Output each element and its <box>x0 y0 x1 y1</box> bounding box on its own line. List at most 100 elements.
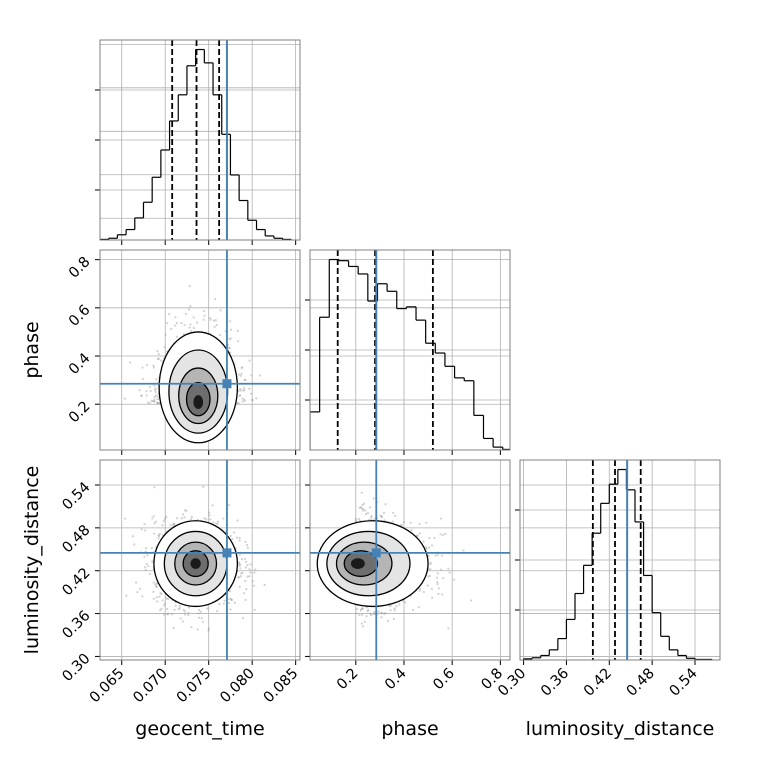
sample-point <box>161 599 164 602</box>
sample-point <box>251 580 254 583</box>
sample-point <box>145 363 149 367</box>
sample-point <box>170 613 174 616</box>
x-tick-label: 0.4 <box>382 666 410 694</box>
sample-point <box>214 297 217 301</box>
panel-border <box>309 459 511 661</box>
sample-point <box>179 617 182 620</box>
sample-point <box>144 566 147 569</box>
sample-point <box>255 397 258 400</box>
sample-point <box>157 534 160 537</box>
sample-point <box>248 575 251 578</box>
y-tick-label: 0.4 <box>66 350 94 378</box>
sample-point <box>433 536 436 539</box>
panel-border <box>99 39 301 241</box>
sample-point <box>218 603 221 606</box>
histogram-content <box>100 40 292 240</box>
sample-point <box>360 613 364 616</box>
sample-point <box>152 581 155 584</box>
sample-point <box>181 513 185 516</box>
sample-point <box>398 603 401 606</box>
sample-point <box>230 599 233 602</box>
sample-point <box>469 599 473 602</box>
sample-point <box>380 515 383 518</box>
sample-point <box>246 546 249 550</box>
sample-point <box>175 335 179 338</box>
sample-point <box>411 608 415 612</box>
sample-point <box>228 338 231 341</box>
sample-point <box>425 521 428 524</box>
sample-point <box>442 577 445 580</box>
x-tick-label: 0.48 <box>624 666 658 700</box>
sample-point <box>361 625 365 628</box>
sample-point <box>165 515 168 518</box>
sample-point <box>192 326 195 330</box>
sample-point <box>152 532 156 535</box>
sample-point <box>370 516 373 519</box>
sample-point <box>141 595 144 598</box>
sample-point <box>230 598 233 601</box>
x-tick-label: 0.42 <box>581 666 615 700</box>
sample-point <box>249 571 252 574</box>
sample-point <box>146 554 149 557</box>
sample-point <box>151 517 154 520</box>
sample-point <box>370 514 373 518</box>
sample-point <box>241 366 244 369</box>
sample-point <box>125 594 128 597</box>
truth-marker <box>222 379 232 389</box>
sample-point <box>166 613 169 616</box>
sample-point <box>360 608 363 611</box>
sample-point <box>427 554 430 557</box>
sample-point <box>243 398 246 401</box>
sample-point <box>180 517 183 520</box>
sample-point <box>429 568 432 571</box>
y-tick-label: 0.2 <box>66 399 94 427</box>
sample-point <box>391 520 394 523</box>
sample-point <box>166 597 170 601</box>
sample-point <box>141 366 144 369</box>
sample-point <box>164 333 167 336</box>
sample-point <box>148 385 151 389</box>
sample-point <box>237 340 240 343</box>
density-content <box>100 250 300 450</box>
sample-point <box>181 620 184 623</box>
sample-point <box>144 547 148 550</box>
sample-point <box>172 523 175 526</box>
sample-point <box>395 605 398 608</box>
sample-point <box>436 572 439 575</box>
sample-point <box>138 388 141 392</box>
sample-point <box>159 609 162 612</box>
density-panel-luminosity_distance-vs-geocent_time: 0.065 0.070 0.075 0.080 0.085 0.30 0.36 0.42 0.4… <box>60 459 301 706</box>
sample-point <box>366 511 370 514</box>
sample-point <box>160 592 163 596</box>
sample-point <box>418 589 421 592</box>
sample-point <box>153 400 156 403</box>
sample-point <box>152 515 155 518</box>
sample-point <box>238 562 241 565</box>
sample-point <box>250 398 254 401</box>
density-content <box>310 460 510 660</box>
sample-point <box>198 616 201 619</box>
sample-point <box>379 514 382 518</box>
x-tick-label: 0.54 <box>667 666 701 700</box>
sample-point <box>380 616 383 619</box>
sample-point <box>244 378 247 382</box>
sample-point <box>258 374 262 377</box>
sample-point <box>229 320 232 323</box>
density-contour <box>190 558 201 569</box>
sample-point <box>253 571 256 574</box>
sample-point <box>153 384 156 387</box>
sample-point <box>227 346 230 349</box>
sample-point <box>154 390 157 394</box>
sample-point <box>151 560 154 563</box>
sample-point <box>166 607 169 611</box>
sample-point <box>152 597 155 600</box>
sample-point <box>178 604 181 608</box>
sample-point <box>185 509 188 512</box>
sample-point <box>236 329 239 332</box>
sample-point <box>131 535 134 538</box>
sample-point <box>241 571 244 574</box>
sample-point <box>156 401 159 405</box>
sample-point <box>250 374 253 377</box>
sample-point <box>427 546 431 549</box>
sample-point <box>146 401 150 404</box>
